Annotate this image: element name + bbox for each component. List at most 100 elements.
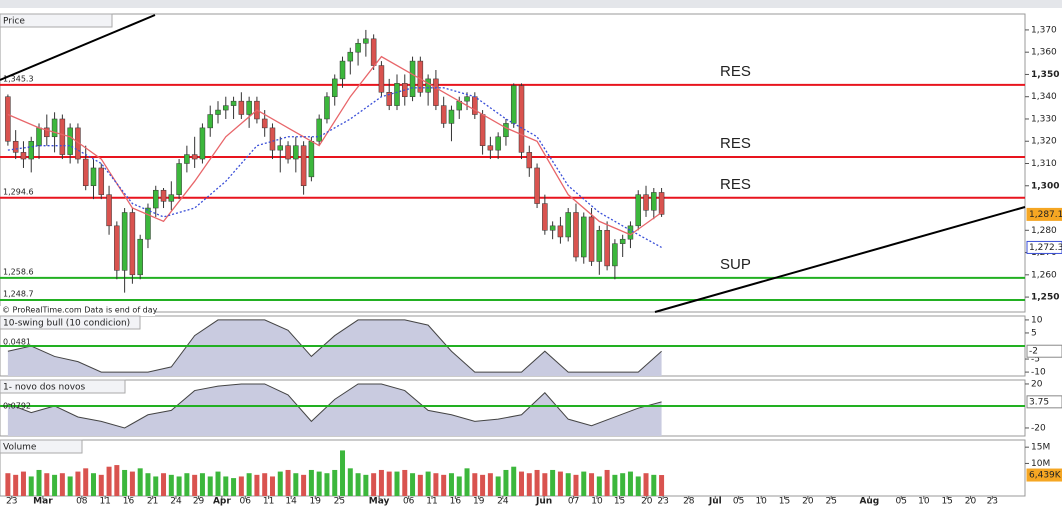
volume-bar	[557, 471, 563, 496]
candle-body	[67, 127, 73, 155]
candle-body	[59, 118, 66, 155]
y-tick-label: 5	[1031, 328, 1037, 338]
x-tick-label: 11	[99, 497, 110, 507]
candle-body	[339, 60, 346, 80]
candle-body	[199, 127, 206, 160]
volume-bar	[75, 471, 81, 496]
volume-bar	[402, 469, 408, 496]
volume-bar	[511, 466, 517, 496]
last-value-label: 3.75	[1029, 397, 1049, 407]
candle-body	[643, 194, 649, 211]
volume-bar	[635, 476, 641, 496]
level-label: 1,345.3	[3, 74, 34, 83]
volume-bar	[386, 471, 392, 496]
x-tick-label: May	[369, 497, 390, 507]
volume-bar	[651, 474, 657, 496]
volume-bar	[480, 474, 486, 496]
candle-body	[98, 167, 105, 195]
x-tick-label: 24	[497, 497, 509, 507]
volume-bar	[604, 469, 610, 496]
volume-bar	[417, 474, 423, 496]
volume-bar	[176, 476, 182, 496]
candle-body	[261, 118, 268, 129]
volume-bar	[643, 473, 649, 496]
x-tick-label: 20	[965, 497, 977, 507]
candle-body	[238, 100, 245, 115]
volume-bar	[215, 471, 221, 496]
volume-bar	[589, 473, 595, 496]
volume-bar	[293, 473, 299, 496]
candle-body	[223, 105, 229, 111]
volume-bar	[410, 473, 416, 496]
volume-bar	[90, 473, 96, 496]
candle-body	[534, 167, 540, 204]
candle-body	[106, 194, 112, 227]
x-tick-label: 11	[263, 497, 274, 507]
candle-body	[44, 127, 50, 138]
level-label: 1,248.7	[3, 289, 34, 298]
candle-body	[370, 38, 377, 66]
x-tick-label: 16	[450, 497, 462, 507]
x-tick-label: 21	[147, 497, 158, 507]
x-tick-label: 08	[76, 497, 88, 507]
y-tick-label: 1,370	[1031, 25, 1057, 35]
source-bg	[0, 306, 155, 316]
volume-bar	[340, 450, 346, 496]
candle-body	[612, 243, 618, 267]
area-line	[7, 319, 662, 373]
candle-body	[51, 118, 58, 138]
candle-body	[619, 238, 626, 244]
candle-body	[137, 238, 143, 276]
left-label: 0.0792	[3, 402, 31, 411]
volume-bar	[277, 471, 283, 496]
candle-body	[215, 109, 221, 115]
candle-body	[557, 225, 564, 238]
volume-bar	[526, 473, 532, 496]
trend-line	[0, 14, 156, 81]
candle-body	[300, 145, 307, 187]
candle-body	[487, 145, 494, 151]
x-tick-label: 11	[426, 497, 437, 507]
x-tick-label: Jun	[535, 497, 552, 507]
volume-bar	[98, 474, 104, 496]
volume-bar	[114, 465, 120, 496]
panel-title: Volume	[3, 443, 37, 453]
level-note: RES	[720, 176, 751, 193]
last-value-box	[1026, 207, 1062, 221]
area-line	[7, 383, 662, 429]
volume-bar	[363, 474, 369, 496]
panel-header	[0, 379, 126, 394]
candle-body	[472, 96, 478, 115]
volume-bar	[44, 473, 50, 496]
volume-bar	[231, 478, 237, 496]
candle-body	[207, 114, 213, 129]
volume-bar	[145, 473, 151, 496]
volume-bar	[223, 476, 229, 496]
candle-body	[5, 96, 11, 142]
x-tick-label: Apr	[213, 497, 231, 507]
volume-bar	[129, 471, 135, 496]
volume-bar	[448, 473, 454, 496]
candle-body	[573, 212, 579, 258]
candle-body	[331, 78, 338, 97]
volume-bar	[503, 469, 509, 496]
source-note: © ProRealTime.com Data is end of day	[2, 306, 158, 315]
volume-bar	[13, 474, 19, 496]
candle-body	[510, 85, 517, 124]
y-tick-label: -10	[1031, 368, 1046, 378]
candle-body	[114, 225, 120, 271]
candle-body	[20, 152, 27, 160]
candle-body	[121, 212, 128, 271]
area-fill	[7, 319, 662, 376]
volume-bar	[612, 474, 618, 496]
x-tick-label: 05	[896, 497, 907, 507]
x-tick-label: Jul	[708, 497, 722, 507]
volume-bar	[199, 473, 205, 496]
candle-body	[184, 154, 190, 164]
x-tick-label: 25	[826, 497, 837, 507]
moving-average	[7, 55, 662, 236]
candle-body	[176, 163, 182, 195]
volume-bar	[67, 476, 73, 496]
candle-body	[12, 140, 19, 153]
volume-bar	[316, 471, 322, 496]
